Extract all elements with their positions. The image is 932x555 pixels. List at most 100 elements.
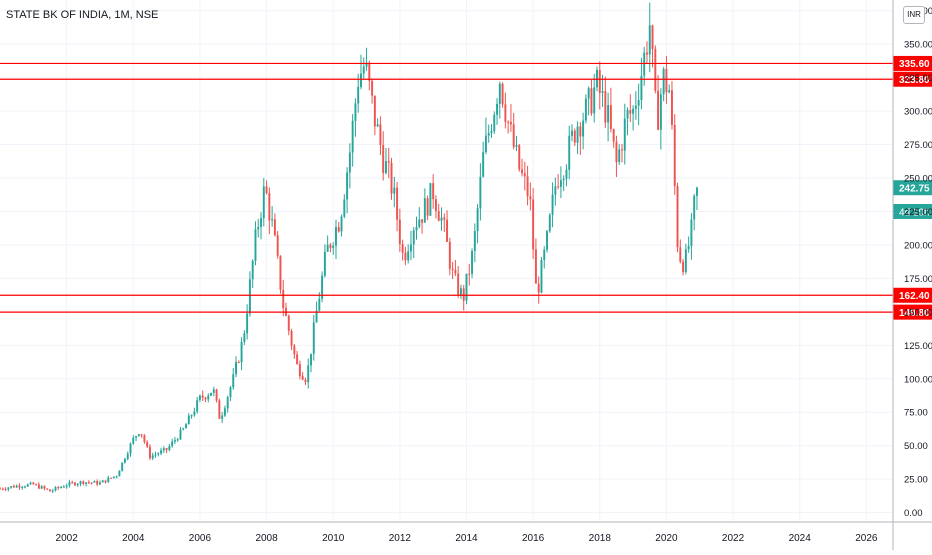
candle-body <box>565 169 568 179</box>
candle-body <box>160 450 163 454</box>
candle-body <box>248 279 251 314</box>
candle-body <box>529 196 532 200</box>
candle-body <box>429 183 432 216</box>
candle-body <box>74 482 76 486</box>
candle-body <box>368 62 371 81</box>
candle-body <box>646 52 648 55</box>
candle-body <box>540 260 543 293</box>
candle-body <box>557 186 560 188</box>
candle-body <box>337 227 340 232</box>
candle-body <box>229 387 232 398</box>
candle-body <box>126 453 129 459</box>
candle-body <box>393 187 396 194</box>
candle-body <box>212 389 215 393</box>
candle-body <box>365 62 368 67</box>
countdown-label-bg <box>893 203 932 219</box>
candle-body <box>346 172 349 200</box>
candle-body <box>601 91 604 93</box>
candle-body <box>185 424 188 429</box>
candle-body <box>376 124 379 127</box>
level-price-label-bg <box>893 71 932 87</box>
candle-body <box>679 247 682 262</box>
candle-body <box>201 395 204 398</box>
level-price-label: 323.80 <box>899 75 930 86</box>
candle-body <box>207 395 210 400</box>
candle-body <box>682 261 685 273</box>
candle-body <box>462 288 465 301</box>
candle-body <box>362 66 365 74</box>
candle-body <box>490 131 493 133</box>
candle-body <box>118 470 121 477</box>
y-tick-label: 75.00 <box>904 408 928 419</box>
candle-body <box>54 487 57 491</box>
candle-body <box>198 395 201 401</box>
candle-body <box>335 227 337 246</box>
candle-body <box>310 353 312 366</box>
candle-body <box>146 441 149 447</box>
candle-body <box>412 230 415 245</box>
candle-body <box>179 429 182 440</box>
candle-body <box>15 485 18 488</box>
candle-body <box>634 105 637 109</box>
candle-body <box>96 481 99 485</box>
candle-body <box>171 441 174 447</box>
y-tick-label: 25.00 <box>904 475 928 486</box>
candle-body <box>382 145 385 174</box>
candle-body <box>273 219 276 236</box>
currency-button[interactable]: INR <box>903 6 925 24</box>
candle-body <box>196 400 199 412</box>
candle-body <box>482 152 485 177</box>
candle-body <box>507 121 510 123</box>
candle-body <box>340 216 343 232</box>
candle-body <box>515 145 518 147</box>
candle-body <box>46 488 49 490</box>
candle-body <box>473 231 476 251</box>
candle-body <box>226 397 229 409</box>
candle-body <box>71 482 74 484</box>
candle-body <box>321 275 324 299</box>
candle-body <box>243 333 246 343</box>
y-tick-label: 350.00 <box>904 40 932 51</box>
candle-body <box>468 273 471 275</box>
candle-body <box>190 415 193 417</box>
candle-body <box>607 105 610 123</box>
candle-body <box>307 365 310 383</box>
y-tick-label: 325.00 <box>904 73 932 84</box>
candle-body <box>551 194 554 215</box>
candle-body <box>454 270 457 274</box>
candle-body <box>271 219 274 221</box>
y-tick-label: 125.00 <box>904 341 932 352</box>
candle-body <box>279 255 282 290</box>
x-tick-label: 2022 <box>722 533 745 544</box>
candle-body <box>240 342 243 363</box>
level-price-label: 162.40 <box>899 291 930 302</box>
candle-body <box>360 73 362 87</box>
candle-body <box>640 75 643 101</box>
candle-body <box>1 488 4 490</box>
candle-body <box>343 199 346 217</box>
grid <box>0 0 893 522</box>
candle-body <box>615 141 618 163</box>
candle-body <box>637 100 640 106</box>
candle-body <box>90 482 93 484</box>
candle-body <box>693 195 696 220</box>
candle-body <box>687 246 690 250</box>
candle-body <box>287 315 290 331</box>
candle-body <box>654 48 657 91</box>
candle-body <box>265 186 268 194</box>
candle-body <box>509 121 512 125</box>
candle-body <box>57 487 60 489</box>
candle-body <box>107 477 110 483</box>
candle-body <box>26 484 29 487</box>
candle-body <box>426 198 429 216</box>
candle-body <box>121 462 124 471</box>
candle-body <box>648 25 651 55</box>
candle-body <box>526 176 529 197</box>
countdown-label: 4d 10h <box>899 207 930 218</box>
candle-body <box>301 376 304 380</box>
candle-body <box>173 440 176 442</box>
candle-body <box>82 481 85 484</box>
level-price-label: 335.60 <box>899 59 930 70</box>
candle-body <box>35 484 38 486</box>
